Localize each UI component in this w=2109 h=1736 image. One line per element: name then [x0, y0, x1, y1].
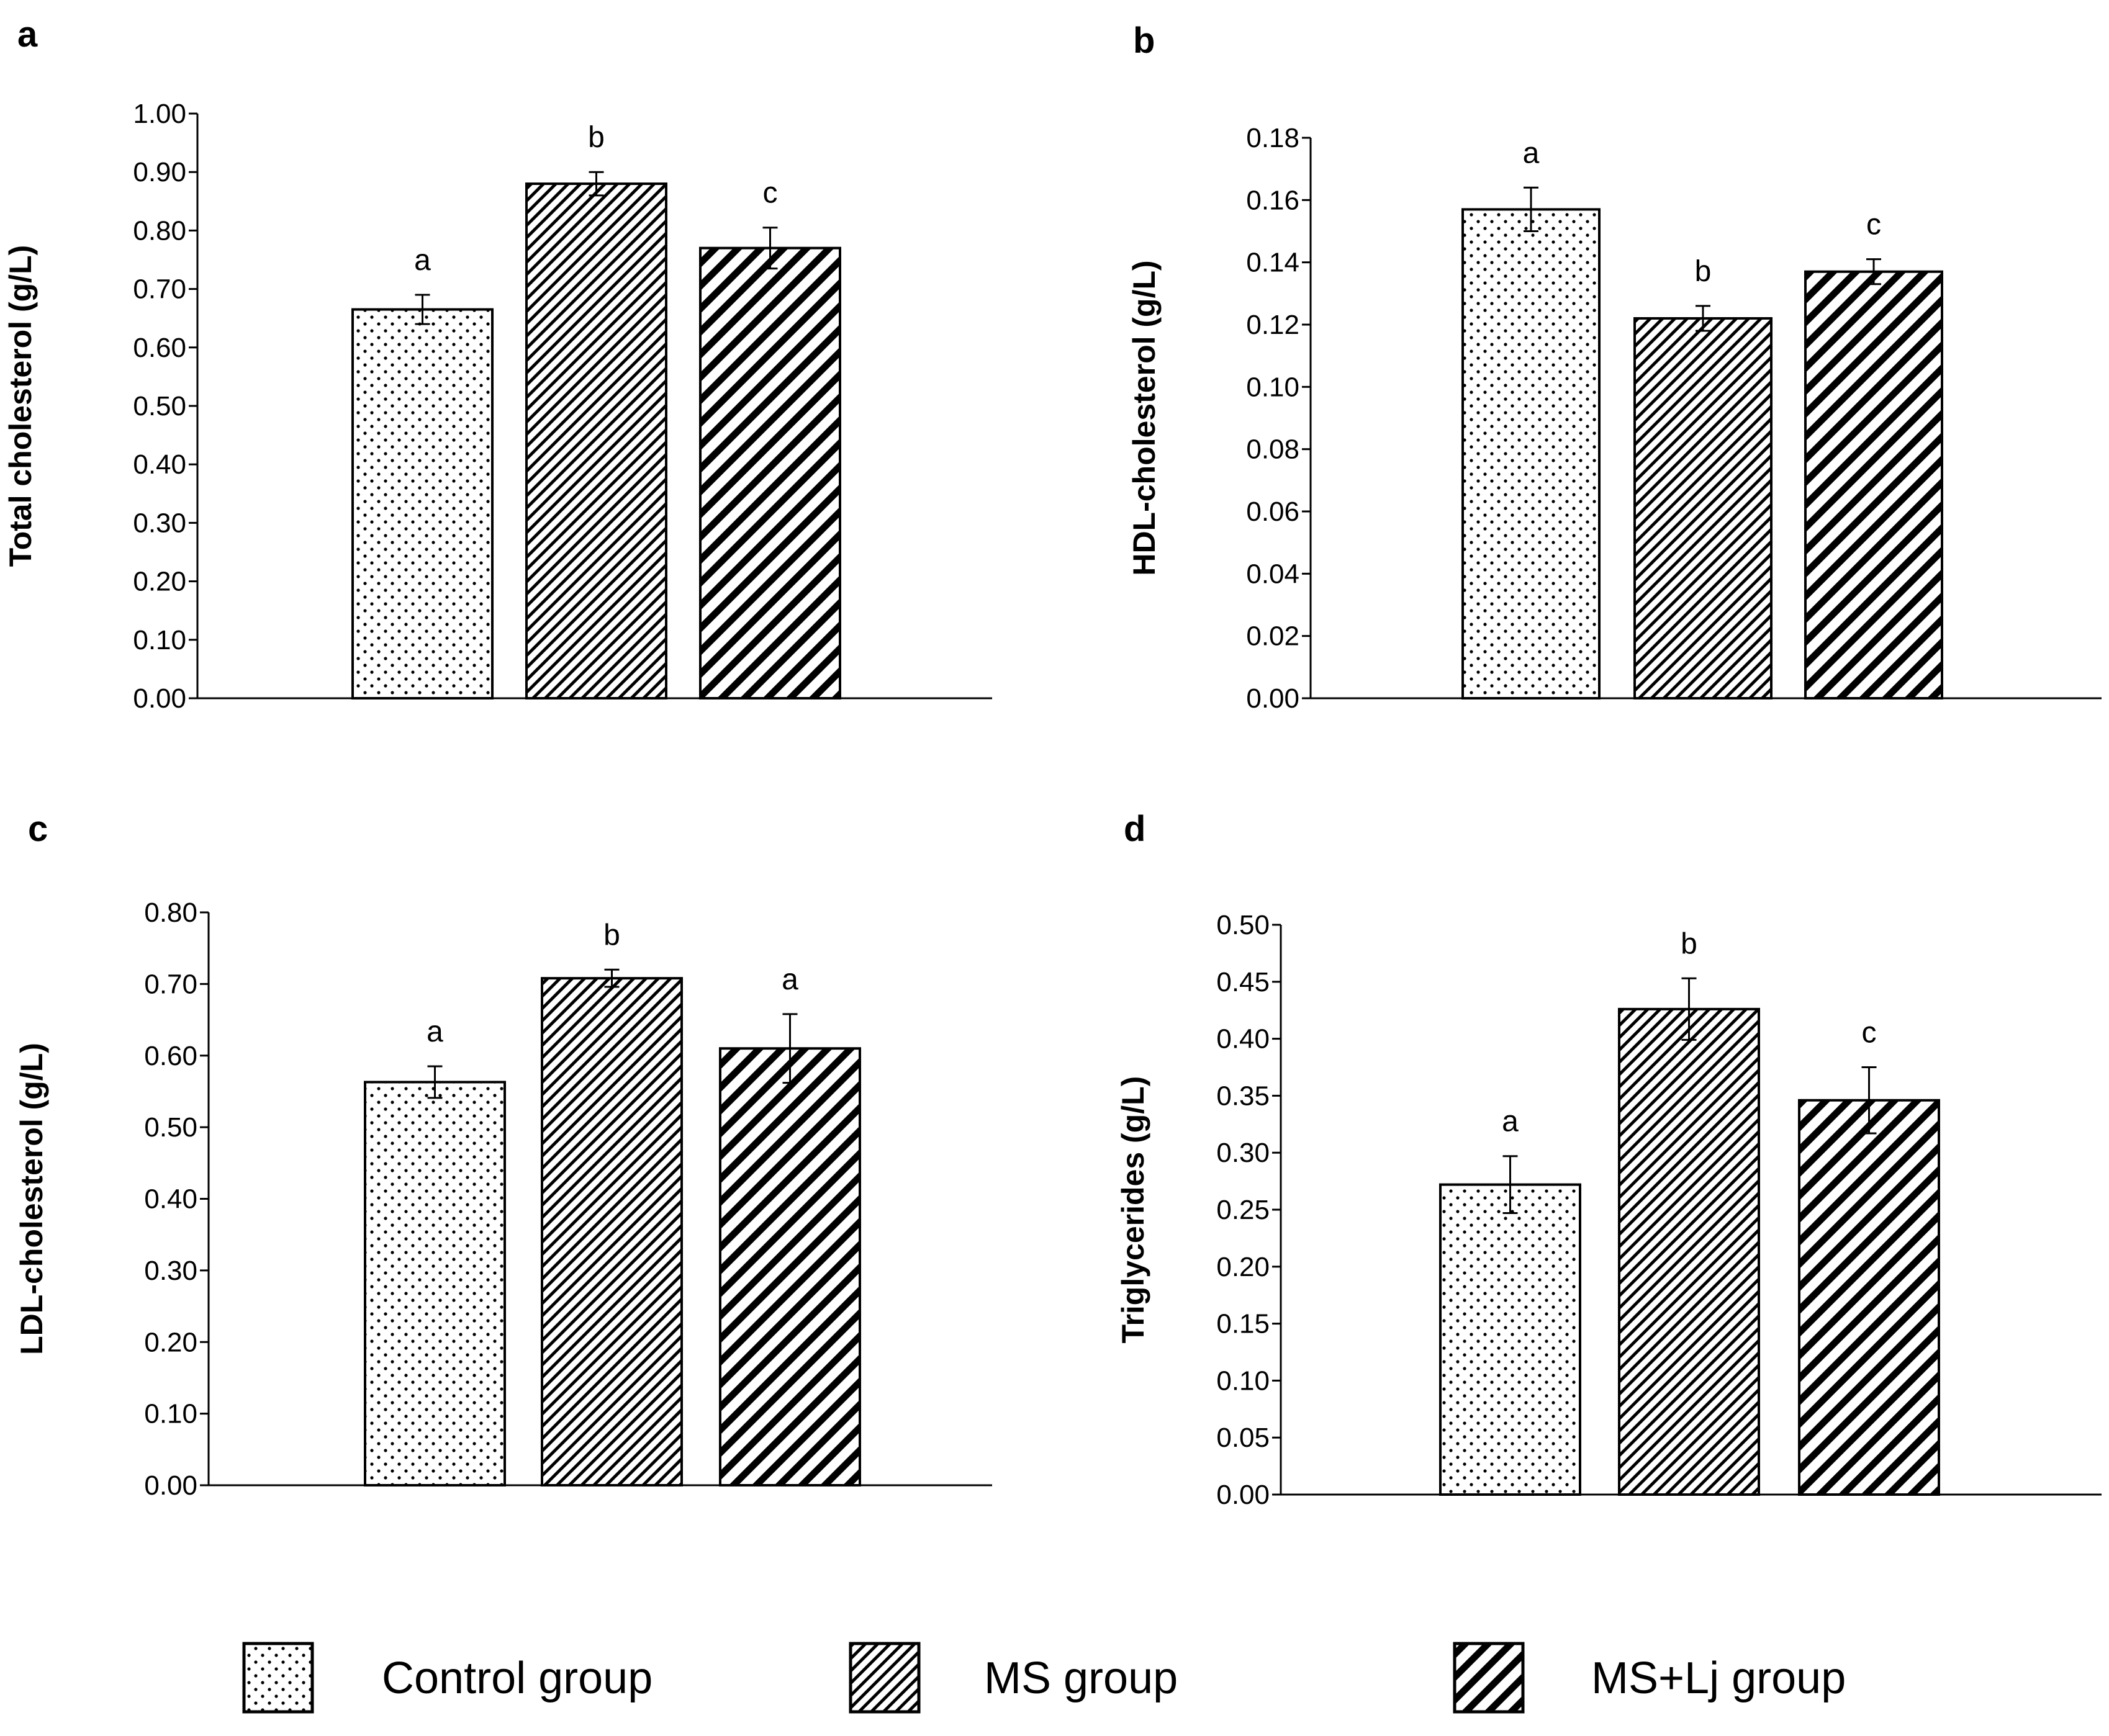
significance-label: c — [1866, 209, 1881, 241]
y-tick-label: 0.10 — [133, 625, 186, 655]
panel-letter: a — [17, 14, 38, 55]
y-tick-label: 0.06 — [1246, 497, 1299, 527]
y-tick-label: 0.05 — [1216, 1423, 1270, 1453]
y-tick-label: 0.25 — [1216, 1195, 1270, 1225]
charts-layer: a 0.00 0.10 0.20 0.30 0.40 0.50 0.60 0.70 0.80 0.9… — [3, 14, 2102, 1510]
panel-b: b 0.00 0.02 0.04 0.06 0.08 0.10 0.12 0.14 0.16 0.1… — [1127, 20, 2102, 714]
y-tick-label: 1.00 — [133, 99, 186, 129]
y-tick-label: 0.40 — [1216, 1024, 1270, 1055]
bar-b-2 — [1633, 317, 1773, 699]
legend-label: MS+Lj group — [1591, 1653, 1846, 1703]
legend-swatch — [849, 1642, 921, 1714]
y-axis-label: LDL-cholesterol (g/L) — [14, 1043, 49, 1355]
y-tick-label: 0.60 — [144, 1041, 197, 1071]
y-tick-label: 0.12 — [1246, 310, 1299, 340]
y-tick-label: 0.50 — [144, 1112, 197, 1143]
panel-d: d 0.00 0.05 0.10 0.15 0.20 0.25 0.30 0.35 0.40 0.4… — [1116, 809, 2102, 1510]
y-tick-label: 0.20 — [133, 567, 186, 597]
legend-label: Control group — [382, 1653, 653, 1703]
significance-label: a — [782, 963, 798, 996]
y-tick-label: 0.80 — [144, 897, 197, 928]
y-axis-label: Total cholesterol (g/L) — [3, 245, 38, 567]
significance-label: b — [588, 121, 605, 154]
y-tick-label: 0.40 — [133, 449, 186, 480]
y-tick-label: 0.14 — [1246, 248, 1299, 278]
significance-label: a — [1502, 1105, 1519, 1138]
y-tick-label: 0.04 — [1246, 559, 1299, 589]
y-tick-label: 0.00 — [144, 1470, 197, 1501]
bar-b-3 — [1804, 270, 1943, 699]
y-tick-label: 0.45 — [1216, 967, 1270, 997]
y-tick-label: 0.00 — [1246, 683, 1299, 714]
y-tick-label: 0.00 — [133, 683, 186, 714]
legend-item: MS+Lj group — [1453, 1642, 1846, 1714]
y-tick-label: 0.70 — [144, 969, 197, 999]
y-tick-label: 0.35 — [1216, 1081, 1270, 1111]
y-tick-label: 0.30 — [1216, 1138, 1270, 1168]
significance-label: c — [763, 177, 778, 210]
bar-c-2 — [541, 977, 683, 1486]
y-tick-label: 0.50 — [133, 391, 186, 421]
y-tick-label: 0.30 — [144, 1256, 197, 1286]
significance-label: c — [1862, 1017, 1877, 1050]
panel-letter: d — [1124, 809, 1145, 849]
legend-item: MS group — [849, 1642, 1178, 1714]
y-tick-label: 0.20 — [1216, 1252, 1270, 1282]
y-tick-label: 0.10 — [144, 1399, 197, 1429]
bar-d-3 — [1798, 1099, 1940, 1496]
bar-d-2 — [1618, 1007, 1760, 1496]
significance-label: a — [427, 1015, 443, 1048]
legend-swatch — [242, 1642, 314, 1714]
y-axis-label: Triglycerides (g/L) — [1116, 1076, 1150, 1344]
legend-label: MS group — [984, 1653, 1178, 1703]
significance-label: a — [414, 244, 431, 277]
y-tick-label: 0.20 — [144, 1327, 197, 1357]
bar-a-1 — [351, 308, 494, 699]
y-tick-label: 0.80 — [133, 215, 186, 246]
legend: Control group MS group MS+Lj group — [242, 1642, 1846, 1714]
y-tick-label: 0.00 — [1216, 1480, 1270, 1510]
y-tick-label: 0.10 — [1246, 372, 1299, 402]
y-tick-label: 0.18 — [1246, 123, 1299, 153]
bar-b-1 — [1461, 208, 1601, 699]
y-tick-label: 0.30 — [133, 508, 186, 538]
bar-a-2 — [525, 182, 667, 700]
significance-label: b — [603, 919, 620, 951]
y-tick-label: 0.08 — [1246, 434, 1299, 465]
legend-swatch — [1453, 1642, 1525, 1714]
y-axis-label: HDL-cholesterol (g/L) — [1127, 260, 1162, 575]
bar-a-3 — [699, 246, 841, 700]
bar-c-1 — [364, 1081, 506, 1486]
y-tick-label: 0.60 — [133, 333, 186, 363]
y-tick-label: 0.40 — [144, 1184, 197, 1215]
y-tick-label: 0.70 — [133, 274, 186, 305]
panel-letter: b — [1133, 20, 1155, 61]
y-tick-label: 0.50 — [1216, 910, 1270, 940]
bar-c-3 — [719, 1047, 861, 1486]
y-tick-label: 0.90 — [133, 157, 186, 187]
bar-d-1 — [1439, 1183, 1581, 1496]
legend-item: Control group — [242, 1642, 653, 1714]
y-tick-label: 0.02 — [1246, 621, 1299, 652]
y-tick-label: 0.16 — [1246, 185, 1299, 215]
y-tick-label: 0.10 — [1216, 1365, 1270, 1396]
significance-label: a — [1523, 137, 1540, 169]
panel-c: c 0.00 0.10 0.20 0.30 0.40 0.50 0.60 0.70 0.80 LDL… — [14, 809, 992, 1501]
y-tick-label: 0.15 — [1216, 1309, 1270, 1339]
significance-label: b — [1695, 255, 1712, 288]
panel-a: a 0.00 0.10 0.20 0.30 0.40 0.50 0.60 0.70 0.80 0.9… — [3, 14, 992, 714]
panel-letter: c — [28, 809, 48, 849]
significance-label: b — [1681, 927, 1697, 960]
